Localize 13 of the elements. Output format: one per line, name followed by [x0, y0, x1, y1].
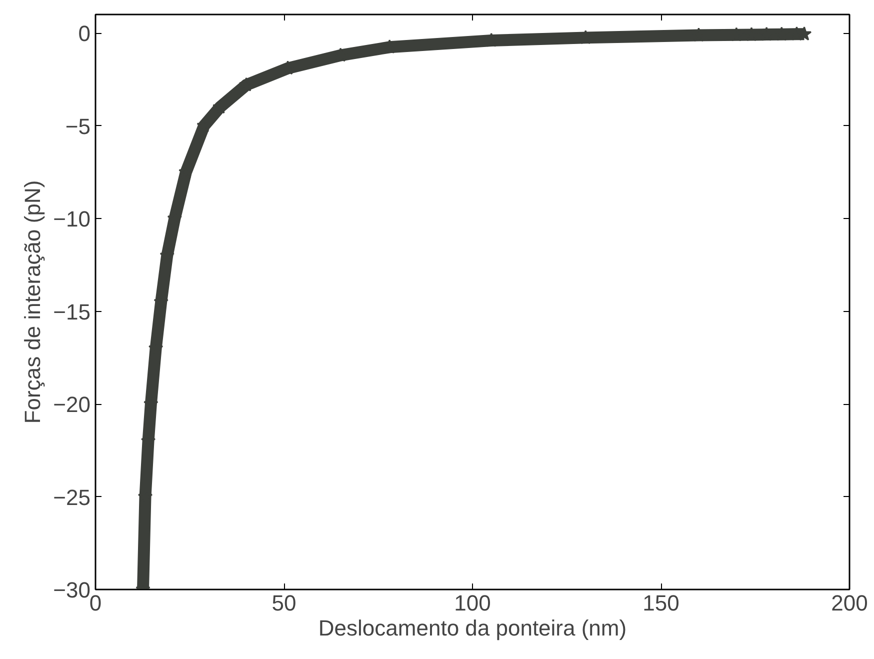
y-axis-title: Forças de interação (pN) [20, 180, 46, 424]
y-tick-label: 0 [78, 21, 91, 46]
x-tick-label: 50 [272, 590, 296, 616]
y-tick-label: −10 [53, 206, 91, 232]
y-tick-label: −20 [53, 392, 91, 418]
y-tick-label: −15 [53, 299, 91, 324]
y-tick-label: −30 [53, 578, 91, 602]
x-axis-title: Deslocamento da ponteira (nm) [318, 616, 627, 640]
y-tick-label: −25 [53, 484, 91, 510]
x-tick-label: 200 [831, 590, 868, 616]
y-tick-label: −5 [65, 114, 91, 139]
x-tick-label: 150 [642, 590, 680, 616]
x-tick-label: 100 [454, 590, 491, 616]
